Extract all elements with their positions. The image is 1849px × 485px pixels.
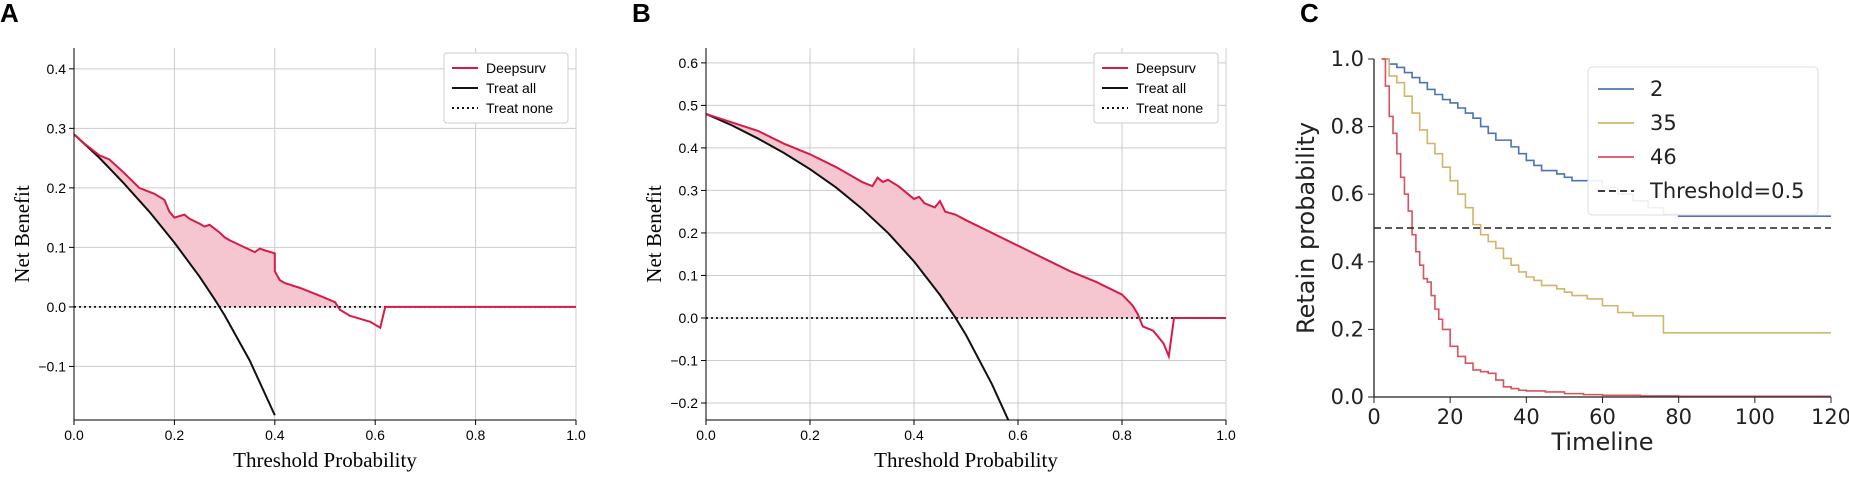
- chart-c-ytick-label-0: 0.0: [1331, 385, 1364, 409]
- chart-a-legend-label-treat-none: Treat none: [486, 100, 553, 116]
- chart-b: 0.0 0.2 0.4 0.6 0.8 1.0 −0.2 −0.1 0.0 0.1 0.2 0.3 0.…: [642, 48, 1236, 472]
- chart-a-xtick-label-2: 0.4: [265, 427, 285, 443]
- chart-c-legend-label-35: 35: [1650, 111, 1677, 135]
- chart-c-ytick-label-2: 0.4: [1331, 250, 1364, 274]
- chart-a-ytick-label-5: 0.4: [47, 61, 67, 77]
- chart-b-legend-box: [1093, 52, 1219, 124]
- chart-a-legend-label-deepsurv: Deepsurv: [486, 60, 546, 76]
- chart-a-ylabel: Net Benefit: [10, 185, 34, 283]
- chart-c-xtick-label-6: 120: [1811, 405, 1849, 429]
- chart-a-ytick-label-0: −0.1: [38, 358, 66, 374]
- panel-b-letter: B: [632, 0, 651, 28]
- chart-a: 0.0 0.2 0.4 0.6 0.8 1.0 −0.1 0.0 0.1 0.2 0.3 0.4 Thr…: [10, 48, 586, 472]
- chart-c-ytick-label-4: 0.8: [1331, 115, 1364, 139]
- chart-a-legend-label-treat-all: Treat all: [486, 80, 536, 96]
- chart-c: 0 20 40 60 80 100 120 0.0 0.2 0.4 0.6 0.8 1.0 Timelin…: [1292, 47, 1849, 456]
- chart-c-ytick-label-3: 0.6: [1331, 182, 1364, 206]
- chart-b-ytick-label-2: 0.0: [679, 310, 699, 326]
- chart-c-xlabel: Timeline: [1550, 428, 1653, 456]
- chart-b-xtick-label-3: 0.6: [1008, 427, 1028, 443]
- chart-c-legend-label-2: 2: [1650, 77, 1663, 101]
- chart-a-xlabel: Threshold Probability: [233, 448, 417, 472]
- chart-a-xtick-label-1: 0.2: [165, 427, 185, 443]
- chart-c-xtick-label-1: 20: [1437, 405, 1464, 429]
- chart-b-xtick-label-2: 0.4: [904, 427, 924, 443]
- chart-a-series-deepsurv: [74, 133, 576, 330]
- chart-b-ytick-label-8: 0.6: [679, 55, 699, 71]
- chart-b-ytick-label-1: −0.1: [670, 352, 698, 368]
- chart-a-xtick-label-5: 1.0: [566, 427, 586, 443]
- chart-b-ytick-label-6: 0.4: [679, 140, 699, 156]
- panel-b: B 0.0 0.2 0.4 0.6 0.8 1.0 −0.2 −0.1 0.0 0.1 0.2 0.3…: [632, 0, 1236, 472]
- chart-b-legend-label-treat-all: Treat all: [1136, 80, 1186, 96]
- chart-a-ytick-label-4: 0.3: [47, 120, 67, 136]
- chart-c-ylabel: Retain probability: [1292, 122, 1320, 334]
- chart-b-legend-label-deepsurv: Deepsurv: [1136, 60, 1196, 76]
- chart-b-series-treat-all: [706, 112, 1010, 420]
- chart-b-xtick-label-5: 1.0: [1216, 427, 1236, 443]
- chart-a-benefit-fill: [74, 134, 576, 328]
- chart-a-ytick-label-2: 0.1: [47, 239, 67, 255]
- chart-c-xtick-label-0: 0: [1367, 405, 1380, 429]
- chart-a-ytick-label-3: 0.2: [47, 180, 67, 196]
- panel-c: C 0 20 40 60 80 100 120 0.0 0.2 0.4 0.6 0.8 1.0 Timel…: [1292, 0, 1849, 456]
- chart-a-xtick-label-4: 0.8: [466, 427, 486, 443]
- chart-a-series-treat-all: [74, 133, 276, 416]
- chart-a-xtick-label-3: 0.6: [365, 427, 385, 443]
- chart-b-benefit-fill: [706, 113, 1226, 357]
- chart-b-legend-label-treat-none: Treat none: [1136, 100, 1203, 116]
- chart-b-xtick-label-4: 0.8: [1112, 427, 1132, 443]
- chart-b-xtick-label-1: 0.2: [800, 427, 820, 443]
- chart-b-ylabel: Net Benefit: [642, 185, 666, 283]
- chart-c-xtick-label-5: 100: [1735, 405, 1775, 429]
- chart-a-ytick-label-1: 0.0: [47, 299, 67, 315]
- chart-b-ytick-label-0: −0.2: [670, 395, 698, 411]
- panel-a-letter: A: [0, 0, 19, 28]
- chart-b-ytick-label-3: 0.1: [679, 267, 699, 283]
- chart-c-legend-label-46: 46: [1650, 145, 1677, 169]
- chart-c-ytick-label-1: 0.2: [1331, 317, 1364, 341]
- chart-b-xtick-label-0: 0.0: [696, 427, 716, 443]
- chart-c-series-35: [1381, 58, 1831, 334]
- chart-a-legend-box: [443, 52, 569, 124]
- chart-c-legend-box: [1587, 66, 1819, 216]
- chart-b-series-deepsurv: [706, 112, 1226, 361]
- chart-c-xtick-label-4: 80: [1665, 405, 1692, 429]
- panel-c-letter: C: [1300, 0, 1319, 28]
- chart-b-xlabel: Threshold Probability: [874, 448, 1058, 472]
- chart-c-ytick-label-5: 1.0: [1331, 47, 1364, 71]
- chart-c-xtick-label-3: 60: [1589, 405, 1616, 429]
- chart-c-legend-label-threshold-0-5: Threshold=0.5: [1649, 179, 1805, 203]
- chart-c-xtick-label-2: 40: [1513, 405, 1540, 429]
- chart-b-ytick-label-4: 0.2: [679, 225, 699, 241]
- chart-a-xtick-label-0: 0.0: [64, 427, 84, 443]
- panel-a: A 0.0 0.2 0.4 0.6 0.8 1.0 −0.1 0.0 0.1 0.2 0.3 0.4 T…: [0, 0, 586, 472]
- chart-b-ytick-label-5: 0.3: [679, 182, 699, 198]
- chart-b-ytick-label-7: 0.5: [679, 97, 699, 113]
- chart-c-series-46: [1381, 58, 1831, 398]
